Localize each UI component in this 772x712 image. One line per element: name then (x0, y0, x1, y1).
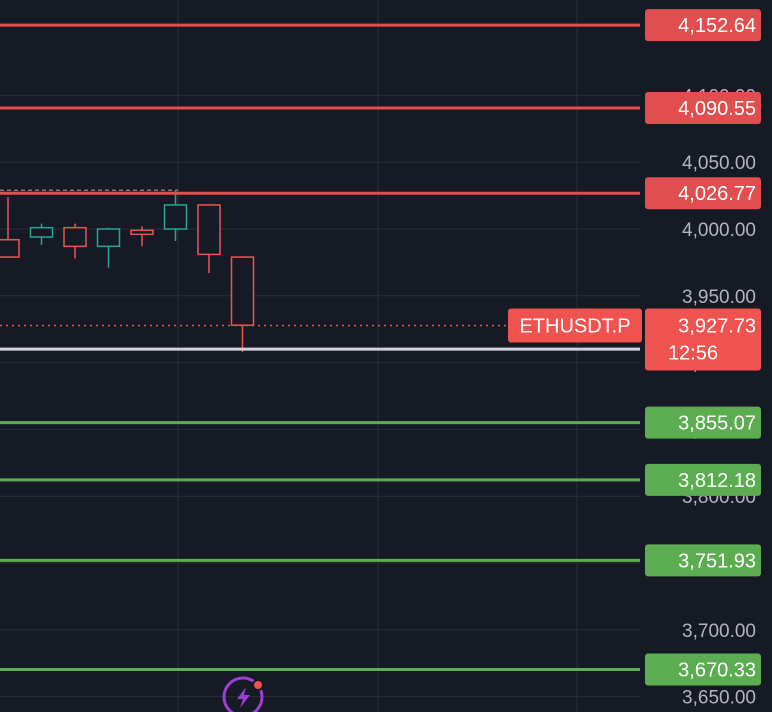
candle-body (163, 204, 188, 230)
candle-body (29, 226, 54, 238)
resistance-level-tag: 4,152.64 (645, 9, 761, 42)
resistance-level-tag: 4,026.77 (645, 177, 761, 210)
support-level-tag: 3,670.33 (645, 653, 761, 686)
candle-body (96, 228, 121, 248)
candle-body (63, 226, 87, 248)
support-level-price-label: 3,812.18 (678, 470, 756, 492)
candle (29, 223, 54, 246)
support-level-price-label: 3,670.33 (678, 659, 756, 681)
resistance-level-tag: 4,090.55 (645, 92, 761, 125)
candle (96, 227, 121, 268)
symbol-tag: ETHUSDT.P (508, 308, 642, 343)
alert-icon[interactable] (222, 676, 264, 712)
support-level-tag-bg (645, 406, 761, 439)
last-price-tag-bg (645, 308, 761, 371)
notification-dot (252, 679, 264, 691)
support-level-tag: 3,812.18 (645, 463, 761, 496)
support-level-tag: 3,855.07 (645, 406, 761, 439)
symbol-label: ETHUSDT.P (519, 316, 630, 338)
resistance-level-tag-bg (645, 92, 761, 125)
candle (230, 256, 255, 352)
candles (0, 189, 255, 352)
price-tick-label: 3,650.00 (682, 688, 756, 709)
last-price-tag: 3,927.73 12:56 (645, 308, 761, 371)
bar-countdown-label: 12:56 (668, 343, 718, 365)
candle-body (230, 256, 255, 326)
resistance-level-tag-bg (645, 177, 761, 210)
resistance-level-price-label: 4,026.77 (678, 183, 756, 205)
lightning-bolt-icon (237, 687, 250, 708)
resistance-level-price-label: 4,090.55 (678, 98, 756, 120)
candle (0, 196, 20, 258)
support-level-tag-bg (645, 653, 761, 686)
price-tick-label: 4,000.00 (682, 220, 756, 241)
chart-grid (0, 0, 640, 712)
resistance-level-tag-bg (645, 9, 761, 42)
price-tick-label: 4,050.00 (682, 153, 756, 174)
price-tick-label: 3,950.00 (682, 287, 756, 308)
candle-body (197, 204, 221, 256)
support-level-tag-bg (645, 544, 761, 577)
candle (197, 204, 221, 274)
candle (63, 223, 87, 259)
support-level-price-label: 3,855.07 (678, 413, 756, 435)
support-level-tag: 3,751.93 (645, 544, 761, 577)
support-level-price-label: 3,751.93 (678, 550, 756, 572)
candle (130, 226, 154, 247)
support-level-tag-bg (645, 463, 761, 496)
candle-body (130, 229, 154, 236)
symbol-tag-bg (508, 308, 642, 343)
horizontal-levels: 4,152.64 4,090.55 4,026.77 3,855.07 3,812.18… (0, 9, 761, 686)
alert-ring (222, 676, 264, 712)
price-tick-label: 3,700.00 (682, 621, 756, 642)
candle-body (0, 238, 20, 258)
last-price-label: 3,927.73 (678, 316, 756, 338)
resistance-level-price-label: 4,152.64 (678, 15, 756, 37)
